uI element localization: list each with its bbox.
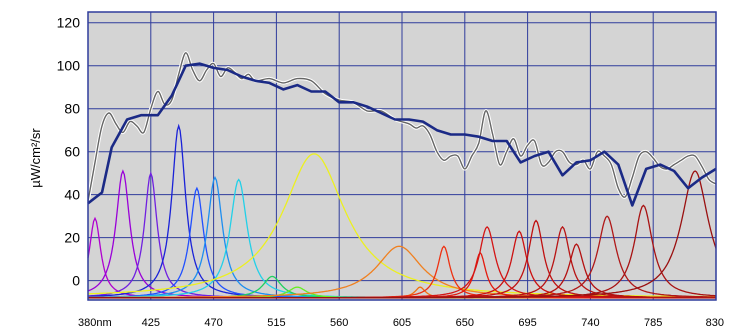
x-tick-label: 560 xyxy=(330,317,348,329)
fit-line xyxy=(87,52,717,202)
x-tick-label: 605 xyxy=(393,317,411,329)
x-tick-label: 470 xyxy=(204,317,222,329)
x-tick-label: 650 xyxy=(456,317,474,329)
led-channel-curves xyxy=(87,123,717,299)
x-tick-label: 740 xyxy=(581,317,599,329)
plot-frame xyxy=(87,11,717,301)
y-tick-label: 80 xyxy=(64,101,80,117)
y-tick-label: 60 xyxy=(64,144,80,160)
x-tick-label: 695 xyxy=(518,317,536,329)
x-tick-label: 425 xyxy=(142,317,160,329)
x-tick-label: 785 xyxy=(644,317,662,329)
gridlines xyxy=(88,12,716,300)
y-tick-labels: 0 20 40 60 80 100 120 xyxy=(57,15,81,289)
measured-line-layer xyxy=(87,62,717,207)
measured-line xyxy=(87,62,717,207)
fit-line-layer xyxy=(86,51,717,202)
led-channel-curve-22 xyxy=(88,170,717,299)
y-tick-label: 0 xyxy=(72,273,80,289)
y-tick-label: 100 xyxy=(57,58,81,74)
y-tick-label: 120 xyxy=(57,15,81,31)
x-tick-label: 830 xyxy=(706,317,724,329)
x-tick-label: 515 xyxy=(267,317,285,329)
x-tick-labels: 380nm 425 470 515 560 605 650 695 740 785 830 xyxy=(78,317,724,329)
y-tick-label: 20 xyxy=(64,230,80,246)
y-axis-label: µW/cm²/sr xyxy=(28,128,43,188)
x-tick-label: 380nm xyxy=(78,317,112,329)
y-tick-label: 40 xyxy=(64,187,80,203)
